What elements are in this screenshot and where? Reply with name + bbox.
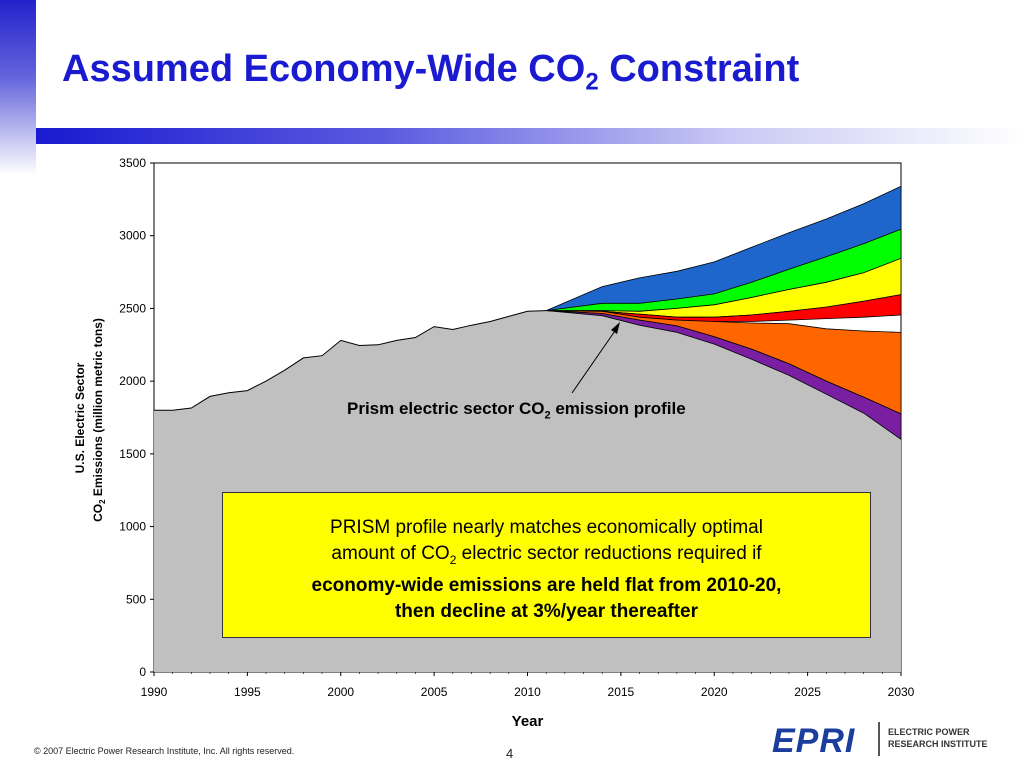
- footer-copyright: © 2007 Electric Power Research Institute…: [34, 746, 295, 756]
- callout-line2-sub: 2: [449, 552, 457, 567]
- title-text: Assumed Economy-Wide CO: [62, 48, 586, 90]
- callout-box: PRISM profile nearly matches economicall…: [222, 492, 871, 638]
- left-accent-bar: [0, 0, 36, 175]
- y-tick-label: 3500: [119, 156, 146, 170]
- logo-mark: EPRI: [772, 722, 856, 760]
- logo-line1: ELECTRIC POWER: [888, 727, 970, 737]
- y-tick-label: 2500: [119, 301, 146, 315]
- title-after: Constraint: [598, 48, 800, 90]
- x-tick-label: 2020: [701, 685, 728, 699]
- profile-label-a: Prism electric sector CO: [347, 399, 545, 418]
- historical-emissions-line: [154, 310, 547, 411]
- x-tick-label: 2005: [421, 685, 448, 699]
- slide-title: Assumed Economy-Wide CO2 Constraint: [62, 48, 799, 97]
- x-axis-label: Year: [512, 713, 544, 730]
- x-tick-label: 2000: [327, 685, 354, 699]
- title-subscript: 2: [585, 68, 599, 96]
- y-tick-label: 2000: [119, 374, 146, 388]
- x-tick-label: 2015: [608, 685, 635, 699]
- epri-logo: EPRI ELECTRIC POWER RESEARCH INSTITUTE: [772, 722, 992, 760]
- x-tick-label: 2025: [794, 685, 821, 699]
- y-axis-label-line1: U.S. Electric Sector: [73, 362, 87, 473]
- prism-profile-label: Prism electric sector CO2 emission profi…: [347, 399, 686, 421]
- y-tick-label: 0: [139, 665, 146, 679]
- y-tick-label: 500: [126, 592, 146, 606]
- logo-text: ELECTRIC POWER RESEARCH INSTITUTE: [888, 726, 992, 750]
- logo-line2: RESEARCH INSTITUTE: [888, 739, 988, 749]
- callout-line3: economy-wide emissions are held flat fro…: [311, 574, 782, 596]
- callout-line1: PRISM profile nearly matches economicall…: [330, 517, 763, 538]
- profile-label-sub: 2: [544, 409, 551, 422]
- y-axis-label-line2: CO2 Emissions (million metric tons): [91, 318, 107, 522]
- profile-label-b: emission profile: [550, 399, 686, 418]
- profile-arrow-line: [571, 327, 618, 394]
- callout-line2a: amount of CO: [331, 543, 450, 564]
- callout-line2: amount of CO2 electric sector reductions…: [223, 541, 870, 573]
- callout-line2b: electric sector reductions required if: [456, 543, 762, 564]
- reduction-band-6: [546, 310, 902, 441]
- y-tick-label: 1500: [119, 447, 146, 461]
- profile-arrow-head: [611, 322, 620, 334]
- x-tick-label: 1990: [141, 685, 168, 699]
- y-tick-label: 1000: [119, 520, 146, 534]
- logo-divider: [878, 722, 880, 756]
- y-tick-label: 3000: [119, 229, 146, 243]
- header-rule: [36, 128, 1024, 144]
- page-number: 4: [506, 746, 514, 761]
- callout-line4: then decline at 3%/year thereafter: [394, 600, 699, 622]
- x-tick-label: 2030: [888, 685, 915, 699]
- x-tick-label: 2010: [514, 685, 541, 699]
- x-tick-label: 1995: [234, 685, 261, 699]
